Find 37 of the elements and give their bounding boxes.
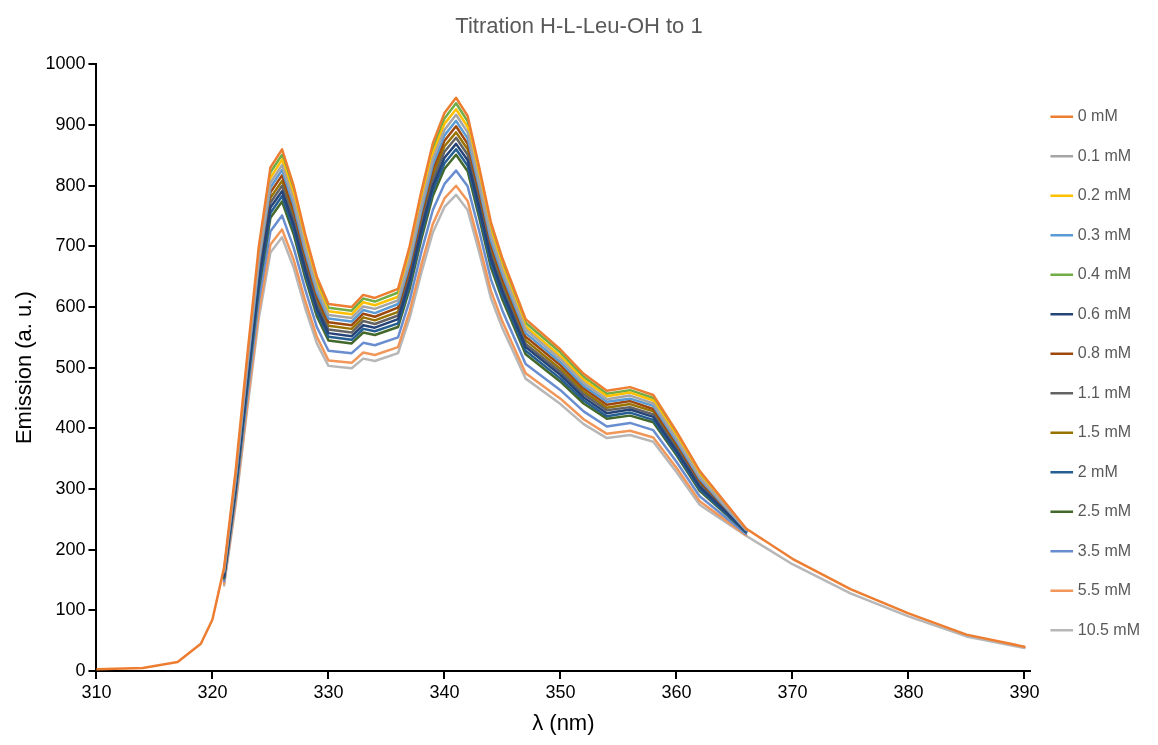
legend-label: 0.3 mM — [1077, 225, 1132, 243]
x-tick-label: 340 — [429, 681, 460, 702]
legend-label: 5.5 mM — [1077, 581, 1132, 599]
x-tick-label: 370 — [777, 681, 808, 702]
y-tick-label: 400 — [55, 417, 86, 438]
y-axis-title: Emission (a. u.) — [11, 291, 37, 445]
y-tick-label: 100 — [55, 599, 86, 620]
legend-label: 0.6 mM — [1077, 304, 1132, 322]
legend-label: 1.1 mM — [1077, 383, 1132, 401]
x-tick-label: 390 — [1009, 681, 1040, 702]
legend-label: 3.5 mM — [1077, 541, 1132, 559]
x-tick-label: 360 — [661, 681, 692, 702]
y-tick-label: 600 — [55, 296, 86, 317]
y-tick-label: 500 — [55, 356, 86, 377]
legend-label: 1.5 mM — [1077, 423, 1132, 441]
x-tick-label: 310 — [81, 681, 112, 702]
chart-title: Titration H-L-Leu-OH to 1 — [455, 13, 703, 39]
y-tick-label: 200 — [55, 538, 86, 559]
y-tick-label: 700 — [55, 235, 86, 256]
x-tick-label: 380 — [893, 681, 924, 702]
y-tick-label: 800 — [55, 174, 86, 195]
x-tick-label: 330 — [313, 681, 344, 702]
x-tick-label: 320 — [197, 681, 228, 702]
y-tick-label: 900 — [55, 114, 86, 135]
legend-label: 0.2 mM — [1077, 186, 1132, 204]
y-tick-label: 300 — [55, 477, 86, 498]
legend-label: 0.1 mM — [1077, 146, 1132, 164]
legend-label: 0 mM — [1077, 107, 1118, 125]
x-tick-label: 350 — [545, 681, 576, 702]
y-tick-label: 1000 — [45, 53, 86, 74]
x-axis-title: λ (nm) — [532, 709, 595, 735]
legend-label: 0.8 mM — [1077, 344, 1132, 362]
y-tick-label: 0 — [75, 659, 86, 680]
legend-label: 2.5 mM — [1077, 502, 1132, 520]
legend-label: 0.4 mM — [1077, 265, 1132, 283]
legend-label: 2 mM — [1077, 462, 1118, 480]
legend-label: 10.5 mM — [1077, 620, 1141, 638]
